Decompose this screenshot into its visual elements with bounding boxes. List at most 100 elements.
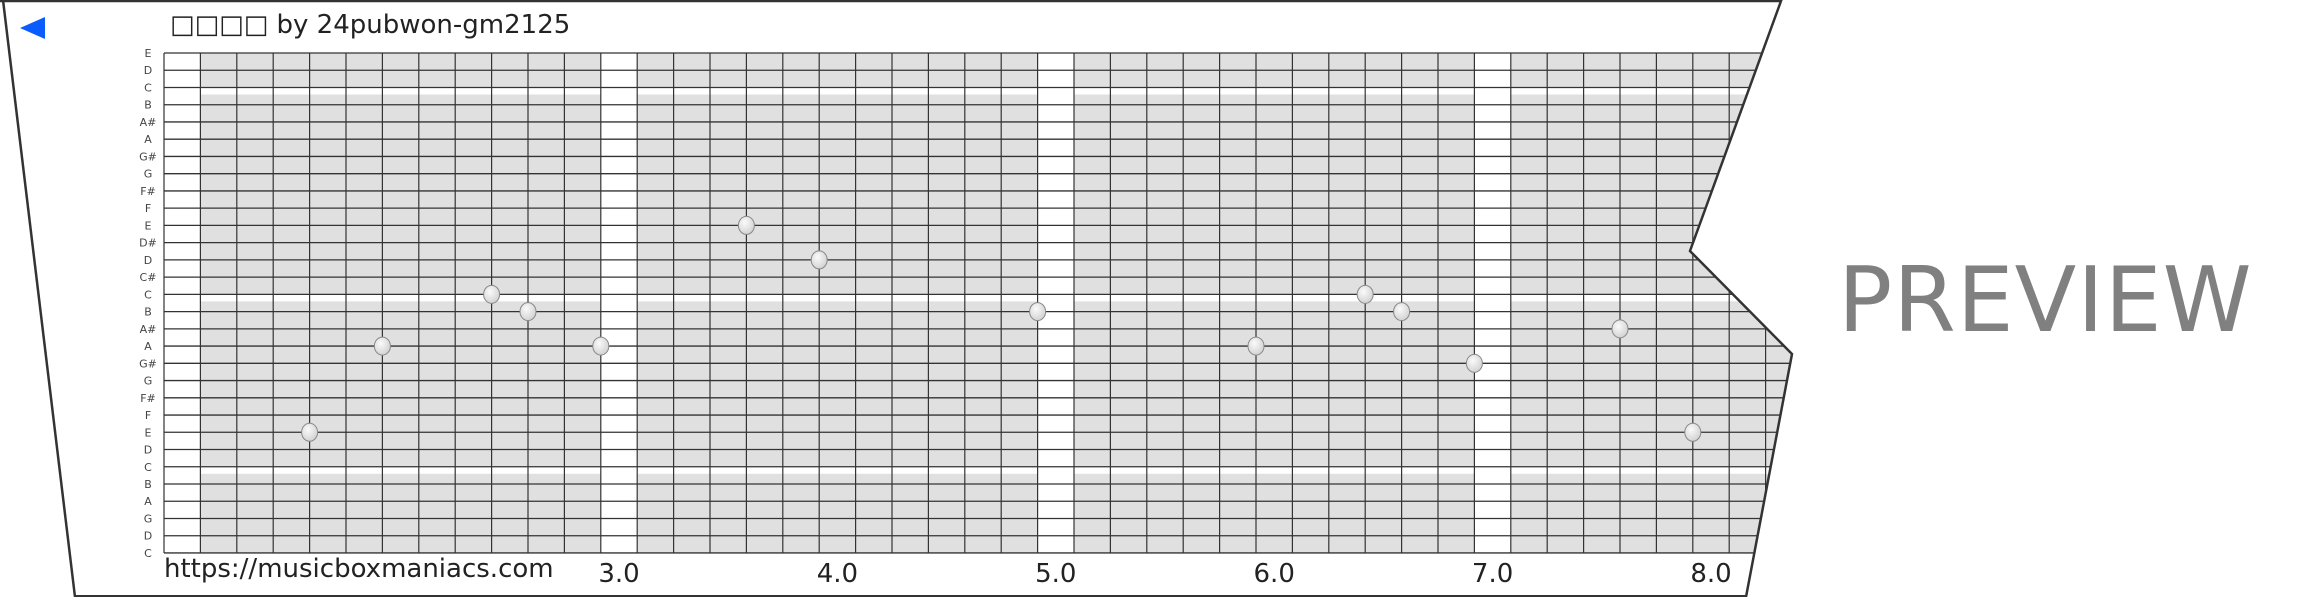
grid-cell-column — [892, 53, 929, 553]
sheet-outline — [0, 0, 1794, 597]
grid-cell-column — [236, 53, 274, 553]
grid-cell-column — [564, 53, 601, 553]
beat-labels: 3.0 4.0 5.0 6.0 7.0 8.0 — [598, 559, 1731, 589]
note-C — [483, 284, 501, 304]
row-label: C — [144, 461, 152, 474]
row-label: C# — [140, 271, 157, 284]
site-url: https://musicboxmaniacs.com — [164, 554, 554, 584]
grid-cell-column — [819, 53, 856, 553]
grid-cell-column — [1256, 53, 1293, 553]
grid-cell-column — [1656, 53, 1693, 553]
grid-cell-column — [1110, 53, 1147, 553]
grid-cell-column — [273, 53, 310, 553]
back-icon[interactable] — [20, 17, 45, 39]
row-label: D — [144, 444, 152, 457]
row-label: C — [144, 81, 152, 94]
row-label: A# — [140, 323, 157, 336]
row-label: D — [144, 254, 152, 267]
grid-cell-column — [418, 53, 456, 553]
grid-cell-column — [782, 53, 820, 553]
note-A — [1247, 336, 1265, 356]
grid-cell-column — [673, 53, 710, 553]
grid-cell-column — [1547, 53, 1584, 553]
grid-cell-column — [1292, 53, 1329, 553]
grid-cell-column — [746, 53, 783, 553]
row-label: G — [144, 375, 153, 388]
row-label: D# — [139, 237, 157, 250]
grid-cell-column — [710, 53, 747, 553]
row-gap — [164, 466, 1792, 474]
preview-watermark: PREVIEW — [1838, 248, 2253, 353]
row-label: B — [144, 478, 152, 491]
note-C — [1356, 284, 1374, 304]
grid-cell-column — [455, 53, 492, 553]
note-Asharp — [1611, 319, 1629, 339]
note-B — [519, 302, 537, 322]
grid-cell-column — [855, 53, 892, 553]
note-E — [301, 422, 319, 442]
row-label: B — [144, 306, 152, 319]
note-Gsharp — [1465, 353, 1483, 373]
row-label: E — [145, 426, 152, 439]
row-label: G# — [139, 357, 157, 370]
row-label: B — [144, 99, 152, 112]
row-label: A — [144, 133, 152, 146]
note-A — [592, 336, 610, 356]
grid-cell-column — [309, 53, 346, 553]
row-label: D — [144, 64, 152, 77]
note-A — [373, 336, 391, 356]
note-E — [1684, 422, 1702, 442]
grid-cell-column — [382, 53, 419, 553]
row-label: F# — [140, 185, 156, 198]
beat-label: 7.0 — [1472, 559, 1513, 589]
grid-cell-column — [346, 53, 383, 553]
grid-cell-column — [1365, 53, 1402, 553]
row-label: A — [144, 495, 152, 508]
grid-cell-column — [1438, 53, 1475, 553]
beat-label: 3.0 — [598, 559, 639, 589]
grid-cell-column — [1692, 53, 1730, 553]
grid-cell-column — [637, 53, 674, 553]
row-gap — [164, 87, 1792, 95]
row-label: C — [144, 288, 152, 301]
row-label: F — [145, 202, 151, 215]
grid-cell-column — [1765, 53, 1792, 553]
grid-cell-column — [200, 53, 237, 553]
grid-cell-column — [491, 53, 528, 553]
grid-cell-column — [1583, 53, 1620, 553]
grid-cell-column — [1328, 53, 1366, 553]
beat-label: 5.0 — [1035, 559, 1076, 589]
beat-label: 6.0 — [1254, 559, 1295, 589]
note-B — [1029, 302, 1047, 322]
row-label: F# — [140, 392, 156, 405]
row-label: A — [144, 340, 152, 353]
grid-cell-column — [1183, 53, 1220, 553]
grid-cell-column — [1146, 53, 1184, 553]
row-label: E — [145, 47, 152, 60]
note-B — [1393, 302, 1411, 322]
beat-label: 8.0 — [1690, 559, 1731, 589]
page-title: □□□□ by 24pubwon-gm2125 — [170, 10, 571, 40]
sheet-left-edge — [1, 0, 77, 597]
row-label: G — [144, 512, 153, 525]
grid-cell-column — [528, 53, 565, 553]
grid-cell-column — [1074, 53, 1111, 553]
grid-cell-column — [1001, 53, 1038, 553]
row-label: G# — [139, 150, 157, 163]
grid-cell-column — [1510, 53, 1548, 553]
row-label: G — [144, 168, 153, 181]
note-D — [810, 250, 828, 270]
row-label: E — [145, 219, 152, 232]
grid-cell-column — [964, 53, 1002, 553]
row-label: F — [145, 409, 151, 422]
grid-cell-column — [1620, 53, 1657, 553]
row-label: C — [144, 547, 152, 560]
row-label: A# — [140, 116, 157, 129]
grid-cell-column — [1401, 53, 1438, 553]
note-E — [737, 215, 755, 235]
grid-cell-column — [1802, 53, 1838, 553]
note-grid — [163, 52, 1838, 554]
beat-label: 4.0 — [817, 559, 858, 589]
grid-cell-column — [1219, 53, 1256, 553]
